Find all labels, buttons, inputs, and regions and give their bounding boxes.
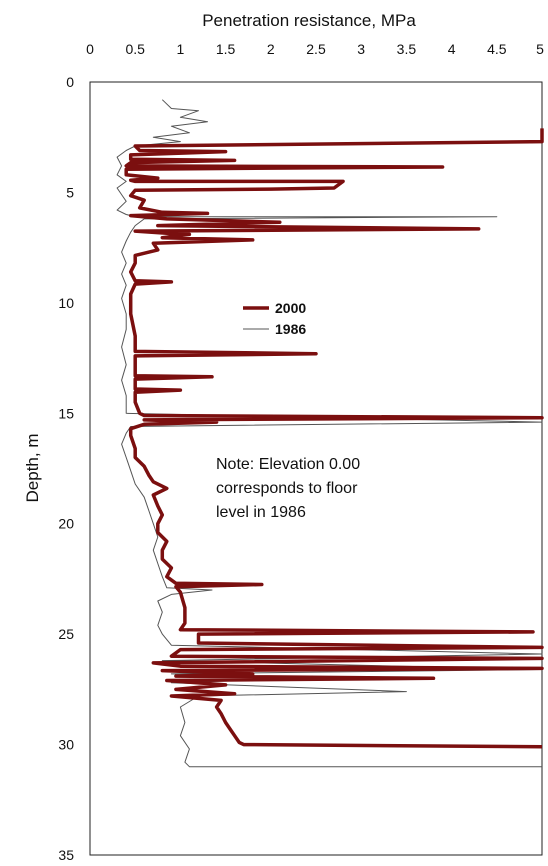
- note: Note: Elevation 0.00 corresponds to floo…: [216, 456, 360, 521]
- x-tick-label: 1: [177, 41, 185, 57]
- x-tick-label: 0: [86, 41, 94, 57]
- series-lines: [116, 99, 544, 768]
- legend-label-1986: 1986: [275, 321, 306, 337]
- y-tick-label: 35: [58, 847, 74, 863]
- y-tick-label: 0: [66, 74, 74, 90]
- x-tick-label: 4: [448, 41, 456, 57]
- note-line-3: level in 1986: [216, 504, 306, 521]
- note-line-1: Note: Elevation 0.00: [216, 456, 360, 473]
- y-tick-labels: 0 5 10 15 20 25 30 35: [58, 74, 74, 863]
- plot-frame: [89, 81, 543, 856]
- x-tick-label: 1.5: [216, 41, 236, 57]
- x-tick-labels: 0 0.5 1 1.5 2 2.5 3 3.5 4 4.5 5: [86, 41, 544, 57]
- y-tick-label: 5: [66, 184, 74, 200]
- y-tick-label: 25: [58, 626, 74, 642]
- y-tick-label: 30: [58, 737, 74, 753]
- x-tick-label: 0.5: [125, 41, 145, 57]
- x-tick-label: 4.5: [487, 41, 507, 57]
- y-tick-label: 10: [58, 295, 74, 311]
- y-tick-label: 15: [58, 405, 74, 421]
- x-tick-label: 3: [357, 41, 365, 57]
- legend: 2000 1986: [243, 300, 306, 337]
- x-axis-title: Penetration resistance, MPa: [202, 11, 416, 30]
- legend-label-2000: 2000: [275, 300, 306, 316]
- x-tick-label: 2: [267, 41, 275, 57]
- x-tick-label: 5: [536, 41, 544, 57]
- series-line-2000: [124, 128, 544, 749]
- y-axis-title: Depth, m: [23, 434, 42, 503]
- x-tick-label: 3.5: [397, 41, 417, 57]
- note-line-2: corresponds to floor: [216, 480, 358, 497]
- x-tick-label: 2.5: [306, 41, 326, 57]
- y-tick-label: 20: [58, 516, 74, 532]
